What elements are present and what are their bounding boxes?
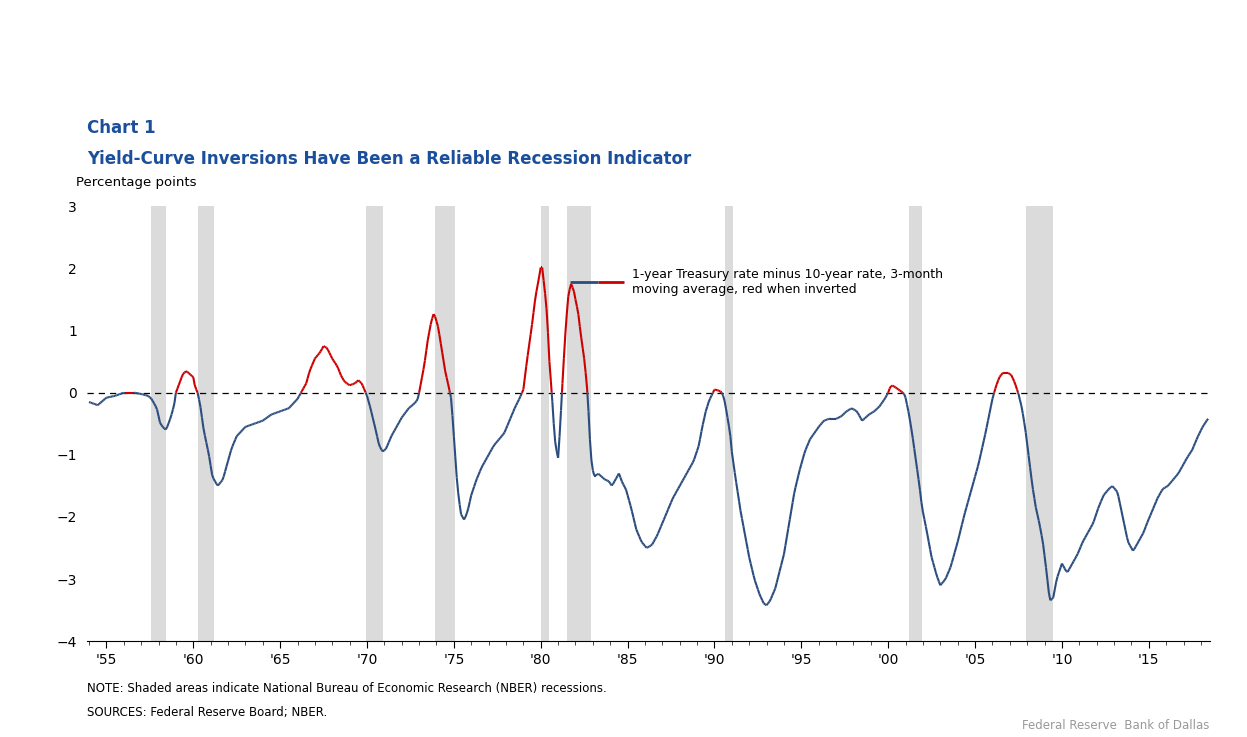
Bar [197,206,213,641]
Text: Yield-Curve Inversions Have Been a Reliable Recession Indicator: Yield-Curve Inversions Have Been a Relia… [87,150,692,168]
Text: SOURCES: Federal Reserve Board; NBER.: SOURCES: Federal Reserve Board; NBER. [87,706,328,719]
Bar [541,206,550,641]
Bar [567,206,591,641]
Bar [151,206,166,641]
Bar [365,206,383,641]
Text: NOTE: Shaded areas indicate National Bureau of Economic Research (NBER) recessio: NOTE: Shaded areas indicate National Bur… [87,682,607,695]
Bar [909,206,922,641]
Text: Federal Reserve  Bank of Dallas: Federal Reserve Bank of Dallas [1023,719,1210,732]
Bar [725,206,733,641]
Bar [435,206,455,641]
Text: 1-year Treasury rate minus 10-year rate, 3-month
moving average, red when invert: 1-year Treasury rate minus 10-year rate,… [631,268,943,296]
Bar [1026,206,1054,641]
Text: Percentage points: Percentage points [76,176,197,189]
Text: Chart 1: Chart 1 [87,119,156,137]
